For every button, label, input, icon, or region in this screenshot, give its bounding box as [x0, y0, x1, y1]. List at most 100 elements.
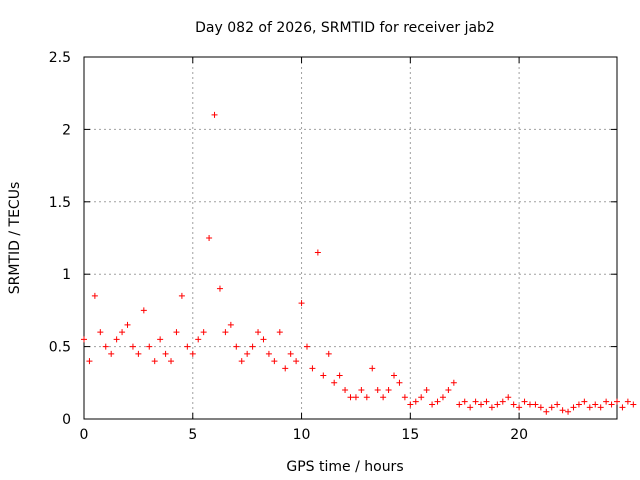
data-point	[391, 372, 398, 379]
data-point	[439, 394, 446, 401]
data-point	[135, 350, 142, 357]
data-point	[146, 343, 153, 350]
y-tick-label: 1.5	[49, 195, 71, 211]
data-point	[222, 329, 229, 336]
y-tick-label: 1	[62, 267, 71, 283]
data-point	[314, 249, 321, 256]
data-point	[374, 387, 381, 394]
chart-title: Day 082 of 2026, SRMTID for receiver jab…	[195, 20, 495, 36]
data-point	[559, 407, 566, 414]
data-point	[592, 401, 599, 408]
data-point	[86, 358, 93, 365]
data-point	[189, 350, 196, 357]
y-tick-label: 0	[62, 412, 71, 428]
data-point	[494, 401, 501, 408]
data-point	[233, 343, 240, 350]
data-point	[434, 398, 441, 405]
data-point	[325, 350, 332, 357]
data-point	[445, 387, 452, 394]
data-point	[200, 329, 207, 336]
x-tick-label: 10	[293, 427, 311, 443]
data-point	[178, 292, 185, 299]
axis-ticks: 0 5 10 15 20 0 0.5 1 1.5 2 2.5	[49, 50, 617, 443]
data-point	[352, 394, 359, 401]
data-point	[429, 401, 436, 408]
data-point	[238, 358, 245, 365]
data-point	[108, 350, 115, 357]
x-tick-label: 20	[510, 427, 528, 443]
data-point	[570, 404, 577, 411]
data-point	[467, 404, 474, 411]
data-point	[380, 394, 387, 401]
data-point	[358, 387, 365, 394]
data-point	[249, 343, 256, 350]
data-point	[407, 401, 414, 408]
data-point	[168, 358, 175, 365]
data-point	[532, 401, 539, 408]
data-point	[483, 398, 490, 405]
data-point	[412, 398, 419, 405]
data-point	[129, 343, 136, 350]
data-point	[608, 401, 615, 408]
data-point	[369, 365, 376, 372]
data-point	[418, 394, 425, 401]
x-tick-label: 15	[401, 427, 419, 443]
data-point	[472, 398, 479, 405]
data-point	[282, 365, 289, 372]
data-point	[450, 379, 457, 386]
data-point	[543, 408, 550, 415]
data-point	[124, 321, 131, 328]
data-point	[184, 343, 191, 350]
data-point	[499, 398, 506, 405]
data-point	[363, 394, 370, 401]
data-point	[260, 336, 267, 343]
data-point	[537, 404, 544, 411]
data-point	[211, 111, 218, 118]
data-point	[385, 387, 392, 394]
data-point	[510, 401, 517, 408]
data-point	[298, 300, 305, 307]
data-point	[113, 336, 120, 343]
data-point	[81, 336, 87, 343]
y-tick-label: 0.5	[49, 340, 71, 356]
data-point	[173, 329, 180, 336]
data-point	[206, 235, 213, 241]
data-point	[255, 329, 262, 336]
data-point	[216, 285, 223, 292]
data-point	[293, 358, 300, 365]
data-point	[157, 336, 164, 343]
data-point	[423, 387, 430, 394]
data-point	[614, 398, 620, 405]
data-point	[554, 401, 561, 408]
data-point	[227, 321, 234, 328]
x-axis-label: GPS time / hours	[286, 459, 403, 475]
data-point	[320, 372, 327, 379]
data-point	[91, 292, 98, 299]
data-point	[265, 350, 272, 357]
data-point	[488, 404, 495, 411]
data-point	[575, 401, 582, 408]
data-point	[586, 404, 593, 411]
data-point	[331, 379, 338, 386]
data-point	[276, 329, 283, 336]
data-point	[516, 404, 523, 411]
data-points	[81, 111, 637, 415]
data-point	[478, 401, 485, 408]
data-point	[140, 307, 147, 314]
data-point	[548, 404, 555, 411]
data-point	[565, 408, 572, 415]
data-point	[342, 387, 349, 394]
data-point	[336, 372, 343, 379]
data-point	[309, 365, 316, 372]
data-point	[271, 358, 278, 365]
plot-frame	[83, 56, 618, 420]
y-axis-label: SRMTID / TECUs	[7, 182, 23, 295]
x-tick-label: 0	[80, 427, 89, 443]
data-point	[521, 398, 528, 405]
data-point	[526, 401, 533, 408]
data-point	[603, 398, 610, 405]
data-point	[597, 404, 604, 411]
data-point	[195, 336, 202, 343]
data-point	[505, 394, 512, 401]
